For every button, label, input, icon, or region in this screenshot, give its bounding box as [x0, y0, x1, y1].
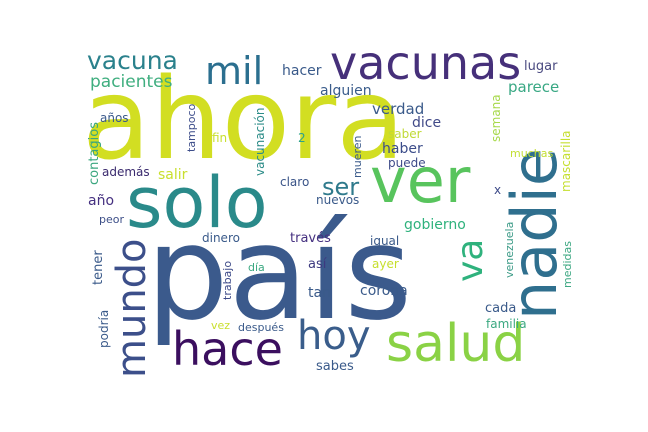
word-podria: podría	[97, 309, 111, 348]
word-igual: igual	[370, 234, 400, 248]
word-solo: solo	[126, 162, 268, 244]
word-pacientes: pacientes	[90, 72, 173, 92]
word-hoy: hoy	[297, 313, 371, 359]
word-mil: mil	[205, 49, 264, 93]
word-ademas: además	[102, 165, 150, 179]
word-pais: país	[146, 197, 413, 349]
word-cada: cada	[485, 301, 517, 316]
word-medidas: medidas	[561, 241, 574, 288]
word-dinero: dinero	[202, 231, 240, 245]
word-vacuna: vacuna	[87, 46, 178, 75]
word-dice: dice	[412, 115, 442, 131]
word-vacunas: vacunas	[330, 36, 522, 90]
word-asi: así	[308, 257, 327, 272]
word-alguien: alguien	[320, 83, 372, 99]
word-mascarilla: mascarilla	[559, 130, 573, 192]
word-salir: salir	[158, 167, 188, 183]
word-ser: ser	[322, 173, 360, 201]
word-tampoco: tampoco	[185, 103, 198, 152]
word-mundo: mundo	[109, 238, 155, 378]
word-ayer: ayer	[372, 257, 399, 271]
word-hace: hace	[172, 322, 283, 376]
word-sabes: sabes	[316, 359, 354, 374]
word-tan: tan	[308, 285, 331, 301]
word-muchas: muchas	[510, 147, 554, 160]
word-x: x	[494, 183, 502, 197]
word-lugar: lugar	[524, 59, 558, 74]
word-dos: 2	[298, 131, 306, 145]
word-saber: saber	[388, 127, 422, 141]
word-despues: después	[238, 321, 284, 334]
word-dia: día	[248, 261, 265, 274]
word-ver: ver	[370, 144, 471, 217]
word-nuevos: nuevos	[316, 193, 360, 207]
word-venezuela: venezuela	[503, 221, 516, 278]
word-traves: través	[290, 231, 331, 246]
word-vez: vez	[211, 319, 231, 332]
word-salud: salud	[386, 314, 526, 374]
word-trabajo: trabajo	[221, 260, 234, 300]
word-parece: parece	[508, 78, 560, 96]
word-hacer: hacer	[282, 63, 322, 79]
word-gobierno: gobierno	[404, 217, 466, 233]
word-familia: familia	[486, 317, 527, 331]
word-mueren: mueren	[351, 135, 364, 178]
word-puede: puede	[388, 156, 426, 170]
word-fin: fin	[212, 131, 228, 145]
word-vacunacion: vacunación	[253, 107, 267, 177]
word-tener: tener	[91, 250, 106, 285]
word-corona: corona	[360, 283, 408, 299]
word-va: va	[450, 238, 491, 282]
word-haber: haber	[382, 141, 423, 157]
word-semana: semana	[489, 94, 503, 142]
word-verdad: verdad	[372, 100, 425, 118]
word-contagios: contagios	[87, 122, 102, 185]
word-ahora: ahora	[82, 55, 405, 185]
word-años: años	[100, 111, 129, 125]
word-claro: claro	[280, 175, 310, 189]
word-peor: peor	[99, 213, 125, 226]
word-año: año	[88, 193, 115, 209]
